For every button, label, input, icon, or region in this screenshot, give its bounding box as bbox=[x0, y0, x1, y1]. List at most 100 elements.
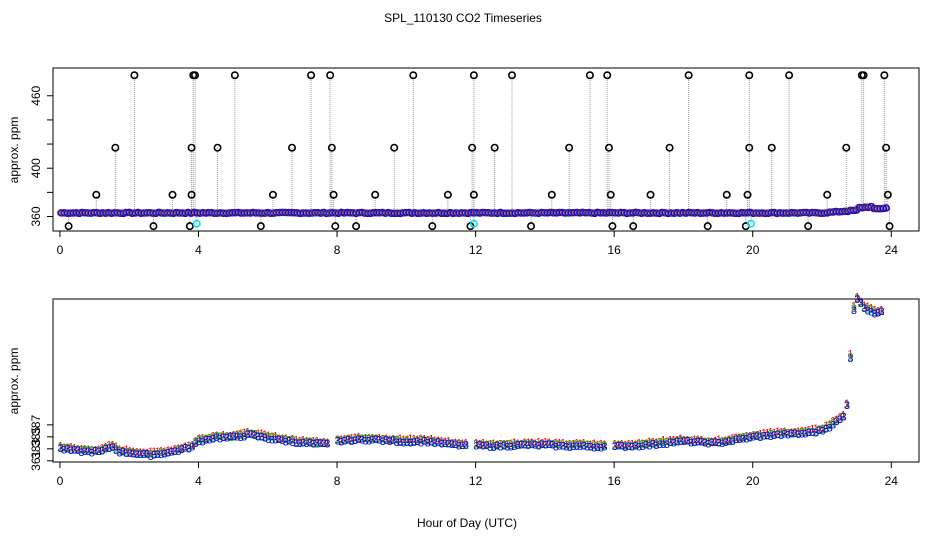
series3-label-point: 3 bbox=[203, 434, 209, 446]
series3-label-point: 3 bbox=[785, 430, 791, 442]
series3-label-point: 3 bbox=[96, 446, 102, 458]
series1-label-point: 1 bbox=[553, 437, 559, 449]
x-tick-label: 12 bbox=[469, 474, 483, 488]
series2-label-point: 2 bbox=[477, 440, 483, 452]
spike-point-high bbox=[785, 71, 794, 80]
series1-label-point: 1 bbox=[830, 416, 836, 428]
series1-label-point: 1 bbox=[71, 442, 77, 454]
series2-label-point: 2 bbox=[75, 444, 81, 456]
series1-label-point: 1 bbox=[137, 447, 143, 459]
series3-label-point: 3 bbox=[539, 439, 545, 451]
series1-label-point: 1 bbox=[414, 434, 420, 446]
series1-label-point: 1 bbox=[497, 438, 503, 450]
series1-label-point: 1 bbox=[307, 436, 313, 448]
series2-label-point: 2 bbox=[480, 440, 486, 452]
series1-label-point: 1 bbox=[193, 436, 199, 448]
series2-label-point: 2 bbox=[653, 439, 659, 451]
series3-label-point: 3 bbox=[85, 446, 91, 458]
series1-label-point: 1 bbox=[324, 437, 330, 449]
spike-point-low bbox=[192, 219, 201, 228]
series1-label-point: 1 bbox=[338, 434, 344, 446]
x-tick-label: 0 bbox=[57, 474, 64, 488]
series1-label-point: 1 bbox=[840, 410, 846, 422]
y-tick-label: 361 bbox=[29, 450, 43, 470]
series2-label-point: 2 bbox=[286, 435, 292, 447]
series1-label-point: 1 bbox=[782, 426, 788, 438]
series2-label-point: 2 bbox=[858, 298, 864, 310]
series1-label-point: 1 bbox=[833, 414, 839, 426]
series3-label-point: 3 bbox=[439, 438, 445, 450]
series3-label-point: 3 bbox=[352, 435, 358, 447]
series2-label-point: 2 bbox=[806, 427, 812, 439]
series2-label-point: 2 bbox=[782, 427, 788, 439]
series2-label-point: 2 bbox=[556, 439, 562, 451]
series1-label-point: 1 bbox=[598, 438, 604, 450]
series2-label-point: 2 bbox=[733, 434, 739, 446]
series3-label-point: 3 bbox=[373, 434, 379, 446]
series1-label-point: 1 bbox=[730, 433, 736, 445]
series3-label-point: 3 bbox=[324, 438, 330, 450]
series3-label-point: 3 bbox=[771, 430, 777, 442]
series3-label-point: 3 bbox=[258, 431, 264, 443]
series2-label-point: 2 bbox=[775, 429, 781, 441]
series3-label-point: 3 bbox=[837, 414, 843, 426]
series2-label-point: 2 bbox=[809, 426, 815, 438]
bottom-plot-frame bbox=[52, 298, 920, 463]
spike-point-high bbox=[230, 71, 239, 80]
series1-label-point: 1 bbox=[491, 438, 497, 450]
series1-label-point: 1 bbox=[757, 428, 763, 440]
series2-label-point: 2 bbox=[743, 431, 749, 443]
spike-point-dip bbox=[352, 222, 361, 231]
series2-label-point: 2 bbox=[549, 439, 555, 451]
series1-label-point: 1 bbox=[68, 442, 74, 454]
spike-point-small bbox=[371, 190, 380, 199]
series1-label-point: 1 bbox=[640, 438, 646, 450]
spike-point-mid bbox=[327, 143, 336, 152]
series2-label-point: 2 bbox=[553, 439, 559, 451]
series2-label-point: 2 bbox=[245, 428, 251, 440]
series1-label-point: 1 bbox=[123, 444, 129, 456]
series1-label-point: 1 bbox=[588, 439, 594, 451]
spike-point-high bbox=[130, 71, 139, 80]
series3-label-point: 3 bbox=[601, 441, 607, 453]
series1-label-point: 1 bbox=[400, 434, 406, 446]
series3-label-point: 3 bbox=[383, 434, 389, 446]
series3-label-point: 3 bbox=[477, 440, 483, 452]
series3-label-point: 3 bbox=[754, 431, 760, 443]
series3-label-point: 3 bbox=[750, 432, 756, 444]
series1-label-point: 1 bbox=[449, 437, 455, 449]
series3-label-point: 3 bbox=[186, 444, 192, 456]
series2-label-point: 2 bbox=[636, 439, 642, 451]
series1-label-point: 1 bbox=[376, 433, 382, 445]
series1-label-point: 1 bbox=[64, 442, 70, 454]
series1-label-point: 1 bbox=[151, 446, 157, 458]
series2-label-point: 2 bbox=[771, 430, 777, 442]
series2-label-point: 2 bbox=[207, 432, 213, 444]
series2-label-point: 2 bbox=[764, 430, 770, 442]
series3-label-point: 3 bbox=[175, 446, 181, 458]
series2-label-point: 2 bbox=[737, 432, 743, 444]
spike-point-high bbox=[307, 71, 316, 80]
series1-label-point: 1 bbox=[224, 430, 230, 442]
series1-label-point: 1 bbox=[442, 436, 448, 448]
series3-label-point: 3 bbox=[768, 431, 774, 443]
series2-label-point: 2 bbox=[130, 447, 136, 459]
series2-label-point: 2 bbox=[106, 443, 112, 455]
series3-label-point: 3 bbox=[501, 440, 507, 452]
series3-label-point: 3 bbox=[411, 437, 417, 449]
y-tick-label: 400 bbox=[29, 158, 43, 178]
spike-point-mid bbox=[604, 143, 613, 152]
series2-label-point: 2 bbox=[788, 429, 794, 441]
series3-label-point: 3 bbox=[172, 446, 178, 458]
series3-label-point: 3 bbox=[761, 430, 767, 442]
series1-label-point: 1 bbox=[390, 433, 396, 445]
series2-label-point: 2 bbox=[622, 440, 628, 452]
series2-label-point: 2 bbox=[723, 436, 729, 448]
series1-label-point: 1 bbox=[536, 437, 542, 449]
spike-point-small bbox=[469, 190, 478, 199]
series1-label-point: 1 bbox=[158, 446, 164, 458]
spike-point-high bbox=[326, 71, 335, 80]
series2-label-point: 2 bbox=[449, 438, 455, 450]
series2-label-point: 2 bbox=[345, 434, 351, 446]
